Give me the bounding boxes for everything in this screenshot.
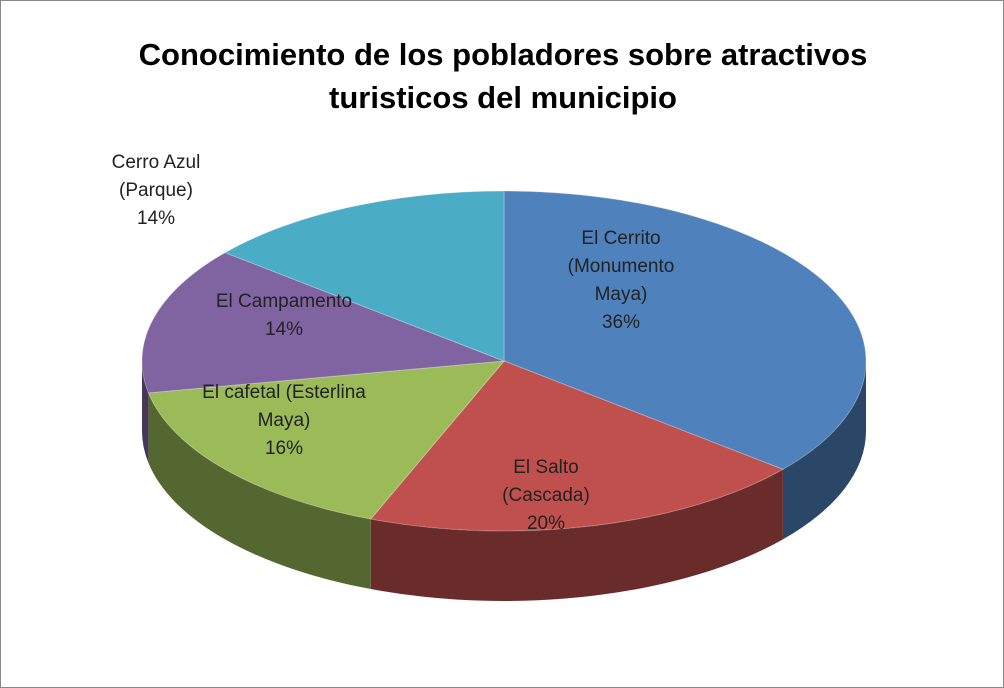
pie-slice bbox=[147, 360, 506, 520]
pie-slice bbox=[141, 252, 505, 394]
pie-slice bbox=[503, 190, 867, 470]
value-label: 14% bbox=[264, 319, 304, 340]
value-label: 16% bbox=[264, 438, 304, 459]
pie-side bbox=[148, 392, 371, 590]
pie-side bbox=[370, 469, 783, 601]
slice-label: El cafetal (Esterlina Maya) 16% bbox=[184, 379, 384, 463]
value-label: 20% bbox=[526, 513, 566, 534]
slice-label: El Salto (Cascada) 20% bbox=[476, 454, 616, 538]
pie-side bbox=[142, 361, 149, 463]
slice-label: El Cerrito (Monumento Maya) 36% bbox=[546, 225, 696, 337]
pie-slice bbox=[223, 190, 505, 362]
value-label: 14% bbox=[136, 208, 176, 229]
pie-side bbox=[782, 361, 866, 540]
slice-label: Cerro Azul (Parque) 14% bbox=[86, 149, 226, 233]
slice-label: El Campamento 14% bbox=[184, 288, 384, 344]
value-label: 36% bbox=[601, 312, 641, 333]
chart-title: Conocimiento de los pobladores sobre atr… bbox=[138, 37, 868, 115]
pie-slice bbox=[369, 360, 785, 532]
